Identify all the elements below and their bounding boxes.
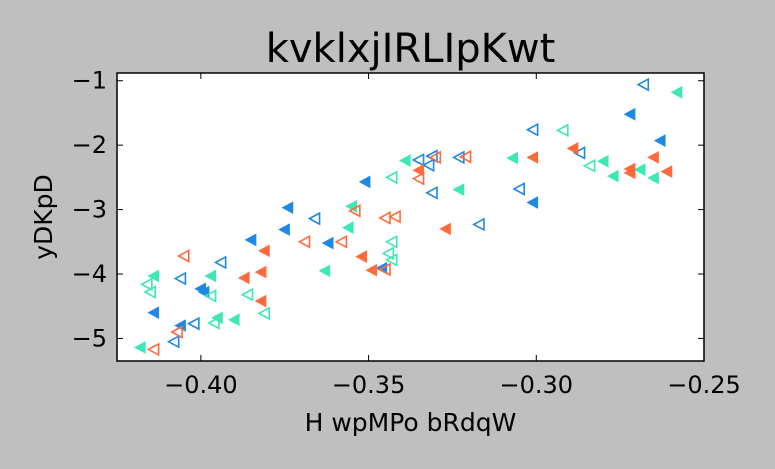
data-point (176, 249, 190, 263)
x-tick-label: −0.35 (332, 371, 406, 399)
data-point (566, 142, 579, 155)
data-point (525, 122, 539, 137)
data-point (452, 183, 465, 196)
data-point (572, 146, 586, 160)
marks-layer (133, 77, 683, 357)
y-axis-label: yDKpD (29, 174, 58, 260)
data-point (244, 233, 257, 247)
data-point (237, 271, 250, 285)
data-point (365, 263, 378, 277)
y-tick-label: −1 (72, 67, 107, 95)
y-tick-label: −4 (72, 260, 107, 288)
data-point (143, 285, 157, 299)
x-tick-label: −0.40 (164, 371, 238, 399)
data-point (388, 209, 401, 224)
data-point (596, 154, 609, 168)
data-point (472, 217, 485, 232)
data-point (606, 169, 619, 183)
data-point (411, 171, 425, 186)
data-point (412, 163, 425, 177)
x-tick-label: −0.25 (667, 371, 741, 399)
data-point (278, 223, 290, 236)
y-axis: −5 −4 −3 −2 −1 (72, 67, 704, 352)
data-point (636, 77, 650, 92)
series-5 (146, 149, 472, 357)
data-point (378, 262, 391, 277)
data-point (227, 313, 240, 327)
plot-frame (116, 72, 705, 362)
data-point (140, 277, 153, 292)
data-point (347, 204, 361, 218)
data-point (297, 234, 311, 249)
data-point (653, 134, 666, 147)
data-point (321, 236, 334, 250)
data-point (384, 170, 398, 185)
x-axis: −0.40 −0.35 −0.30 −0.25 (164, 73, 741, 399)
data-point (506, 151, 518, 165)
data-point (512, 182, 525, 196)
data-point (670, 85, 683, 99)
data-point (526, 196, 539, 209)
data-point (318, 264, 331, 278)
data-point (147, 306, 160, 320)
data-point (623, 107, 636, 121)
data-point (133, 341, 146, 354)
data-point (307, 211, 321, 226)
data-point (378, 211, 391, 225)
chart-title: kvklxjIRLIpKwt (266, 26, 556, 72)
data-point (398, 154, 411, 167)
data-point (341, 221, 354, 234)
data-point (281, 201, 294, 214)
data-point (258, 244, 270, 258)
data-point (647, 151, 659, 164)
series-2 (133, 85, 683, 354)
data-point (173, 271, 187, 286)
data-point (358, 175, 371, 189)
data-point (384, 234, 398, 249)
data-point (213, 255, 227, 270)
data-point (207, 316, 220, 330)
data-point (555, 123, 569, 138)
data-point (660, 165, 673, 178)
data-point (240, 287, 254, 302)
data-point (186, 316, 200, 331)
x-axis-label: H wpMPo bRdqW (305, 408, 517, 437)
data-point (166, 334, 180, 349)
data-point (257, 306, 271, 321)
series-3 (140, 123, 596, 330)
data-point (147, 269, 160, 283)
data-point (355, 250, 368, 263)
y-tick-label: −3 (72, 196, 107, 224)
data-point (458, 149, 472, 164)
series-1 (166, 77, 650, 349)
data-point (170, 325, 183, 339)
data-point (428, 150, 442, 165)
data-point (254, 294, 267, 308)
data-point (381, 246, 395, 261)
data-point (439, 222, 451, 236)
plot-area (117, 73, 704, 361)
data-point (633, 163, 646, 176)
data-point (411, 153, 425, 167)
x-tick-label: −0.30 (500, 371, 574, 399)
series-4 (237, 142, 673, 308)
data-point (623, 166, 636, 180)
y-tick-label: −2 (72, 131, 107, 159)
data-point (203, 289, 217, 303)
series-0 (147, 107, 666, 332)
y-tick-label: −5 (72, 324, 107, 352)
data-point (204, 269, 217, 283)
data-point (334, 234, 348, 249)
data-point (647, 171, 659, 185)
data-point (254, 265, 267, 279)
data-point (425, 185, 438, 200)
data-point (451, 150, 465, 165)
data-point (146, 342, 160, 357)
data-point (582, 158, 596, 173)
data-point (526, 151, 539, 164)
data-point (421, 158, 435, 172)
